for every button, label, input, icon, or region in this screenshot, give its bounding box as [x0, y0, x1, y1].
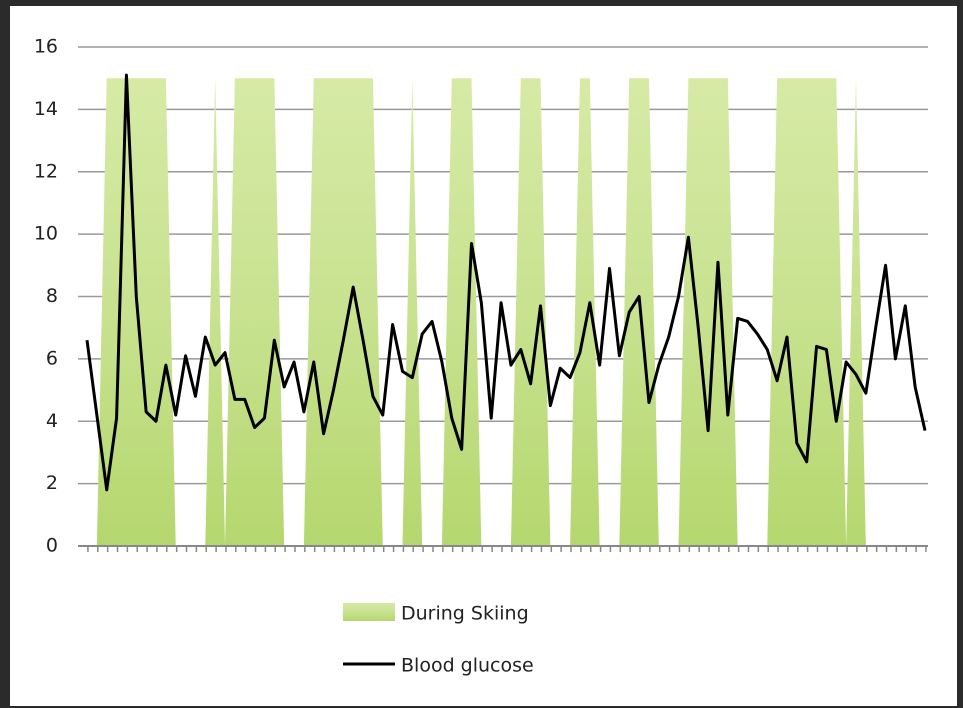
y-tick-label: 4 — [46, 410, 58, 432]
y-tick-label: 12 — [34, 160, 58, 182]
y-tick-label: 2 — [46, 472, 58, 494]
y-tick-label: 14 — [34, 98, 58, 120]
area — [87, 78, 925, 546]
line — [85, 73, 927, 492]
legend-label: During Skiing — [401, 603, 529, 625]
legend-label: Blood glucose — [401, 655, 534, 677]
y-tick-label: 16 — [34, 36, 58, 58]
y-tick-label: 0 — [46, 535, 58, 557]
y-tick-label: 8 — [46, 285, 58, 307]
legend-swatch — [343, 603, 395, 621]
y-tick-label: 10 — [34, 223, 58, 245]
y-tick-label: 6 — [46, 347, 58, 369]
